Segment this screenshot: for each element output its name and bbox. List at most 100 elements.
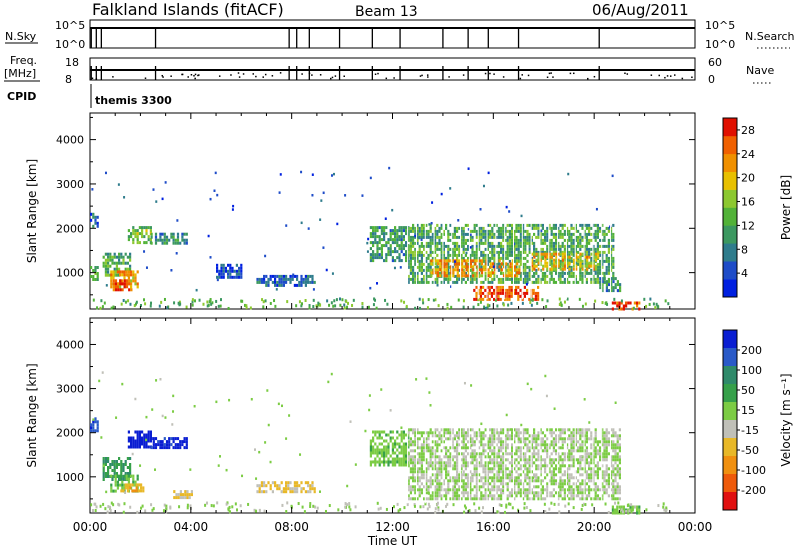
power-cell: [416, 226, 419, 230]
power-cell: [511, 241, 514, 245]
velocity-cell: [599, 467, 602, 471]
velocity-cell: [590, 461, 593, 465]
velocity-cell: [102, 478, 105, 481]
velocity-cell: [590, 434, 593, 438]
velocity-cell: [552, 482, 555, 486]
power-cell: [94, 218, 97, 222]
velocity-cell: [471, 428, 474, 432]
velocity-cell: [374, 451, 377, 455]
power-cell: [176, 232, 180, 236]
power-cell: [559, 277, 562, 281]
velocity-cell: [440, 434, 443, 438]
power-cell: [575, 267, 578, 271]
power-clutter-cell: [632, 306, 635, 310]
power-cell: [396, 241, 399, 245]
power-clutter-cell: [367, 305, 370, 309]
power-cell: [601, 259, 604, 263]
velocity-cell: [387, 445, 390, 449]
velocity-cell: [493, 437, 496, 441]
power-cell: [497, 277, 500, 281]
velocity-cell: [592, 452, 595, 456]
velocity-cell: [524, 467, 527, 471]
power-cell: [493, 291, 496, 295]
velocity-cell: [423, 443, 426, 447]
velocity-cell: [142, 486, 145, 490]
velocity-cell: [113, 466, 116, 469]
velocity-cell: [489, 482, 492, 486]
power-cell: [523, 294, 526, 298]
nave-point: [419, 75, 422, 77]
velocity-cell: [511, 443, 514, 447]
velocity-cell: [550, 452, 553, 456]
power-cell: [577, 259, 580, 263]
power-cell: [440, 226, 443, 230]
power-cell: [590, 261, 593, 265]
velocity-cell: [425, 485, 428, 489]
power-cell: [102, 264, 105, 268]
power-cell: [405, 244, 408, 248]
velocity-cell: [136, 477, 139, 481]
velocity-cell: [425, 488, 428, 492]
velocity-cell: [132, 474, 135, 478]
velocity-cell: [387, 460, 390, 464]
power-cell: [291, 277, 294, 281]
velocity-cell: [132, 439, 135, 443]
power-cell: [125, 273, 128, 277]
velocity-cell: [143, 445, 146, 449]
power-cell: [391, 256, 394, 260]
velocity-cell: [489, 458, 492, 462]
power-cell: [443, 271, 446, 275]
power-cell: [453, 229, 456, 233]
velocity-cell: [517, 485, 520, 489]
power-cell: [570, 235, 573, 239]
power-cell: [548, 261, 551, 265]
power-cell: [594, 255, 598, 259]
power-cell: [530, 235, 533, 239]
power-cell: [119, 279, 122, 283]
power-clutter-cell: [300, 304, 303, 308]
velocity-cell: [300, 487, 303, 491]
power-cell: [134, 282, 137, 286]
velocity-cell: [611, 505, 614, 509]
power-cell: [561, 267, 565, 271]
velocity-cell: [629, 508, 632, 512]
velocity-cell: [480, 443, 483, 447]
velocity-cell: [300, 481, 303, 485]
velocity-cell: [603, 434, 606, 438]
velocity-cell: [445, 446, 448, 450]
nsearch-label: N.Search: [745, 30, 795, 43]
power-cell: [374, 229, 377, 233]
power-cell: [537, 232, 540, 236]
power-clutter-cell: [315, 304, 318, 308]
velocity-cell: [541, 464, 544, 468]
velocity-cell: [568, 473, 571, 477]
velocity-cell: [605, 452, 608, 456]
velocity-cell: [519, 494, 522, 498]
power-clutter-cell: [335, 298, 338, 302]
velocity-cell: [179, 446, 182, 450]
velocity-cell: [533, 479, 536, 483]
velocity-cell: [438, 485, 441, 489]
power-cell: [475, 297, 478, 301]
power-cell: [526, 291, 529, 295]
velocity-cell: [491, 443, 494, 447]
velocity-cell: [467, 431, 470, 435]
power-cell: [620, 301, 623, 305]
velocity-clutter-cell: [263, 509, 266, 513]
velocity-cell: [436, 485, 439, 489]
power-cell: [537, 291, 540, 295]
power-cell: [524, 265, 527, 269]
velocity-cell: [579, 458, 582, 462]
velocity-clutter-cell: [337, 508, 340, 512]
velocity-cell: [502, 440, 505, 444]
power-cell: [497, 250, 500, 254]
power-clutter-cell: [179, 302, 182, 306]
power-clutter-cell: [144, 302, 147, 306]
power-cell: [594, 238, 597, 242]
velocity-cell: [456, 449, 459, 453]
velocity-cell: [467, 452, 470, 456]
power-sparse-cell: [431, 201, 434, 204]
power-cell: [610, 280, 613, 284]
velocity-cell: [429, 446, 432, 450]
velocity-cell: [610, 482, 613, 486]
